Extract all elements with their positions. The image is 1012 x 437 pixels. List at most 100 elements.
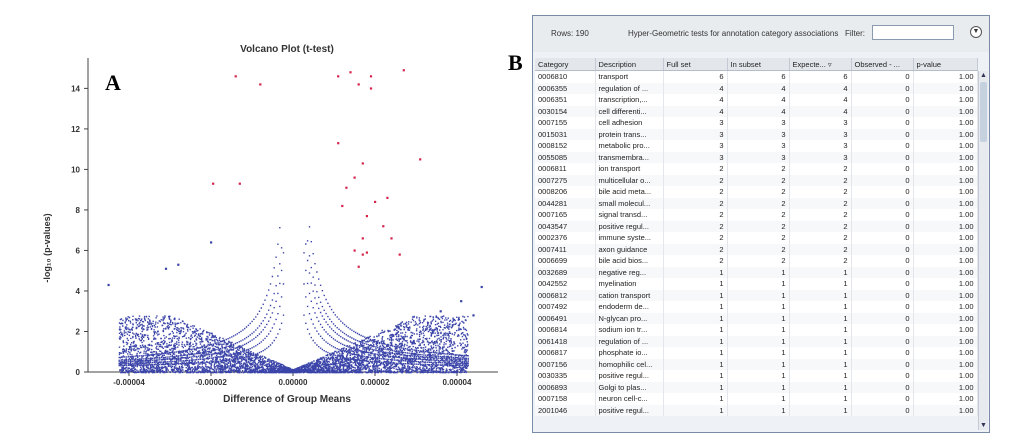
table-cell: 0	[851, 393, 914, 405]
filter-input[interactable]	[872, 25, 954, 40]
table-cell: ion transport	[595, 163, 664, 175]
table-cell: 0	[851, 220, 914, 232]
table-cell: Golgi to plas...	[595, 381, 664, 393]
table-row[interactable]: 0044281 small molecul... 2 2 2 0 1.00	[535, 197, 978, 209]
column-header[interactable]: Description	[595, 58, 664, 71]
table-cell: 1.00	[913, 220, 978, 232]
table-row[interactable]: 0006491 N-glycan pro... 1 1 1 0 1.00	[535, 312, 978, 324]
table-header-bar: Rows: 190 Hyper-Geometric tests for anno…	[533, 16, 989, 52]
table-cell: 0	[851, 370, 914, 382]
vertical-scrollbar[interactable]: ▲ ▼	[978, 71, 988, 430]
table-row[interactable]: 0006812 cation transport 1 1 1 0 1.00	[535, 289, 978, 301]
column-header[interactable]: Full set	[663, 58, 728, 71]
significant-point	[357, 83, 360, 86]
table-cell: 2	[663, 220, 728, 232]
x-tick-label: -0.00004	[113, 378, 145, 387]
table-cell: 1	[789, 381, 852, 393]
table-cell: 1	[727, 370, 790, 382]
table-cell: 4	[663, 94, 728, 106]
column-header[interactable]: Category	[535, 58, 596, 71]
scroll-down-icon[interactable]: ▼	[980, 422, 987, 429]
table-cell: 0	[851, 140, 914, 152]
table-cell: positive regul...	[595, 404, 664, 416]
significant-point	[234, 75, 237, 78]
table-row[interactable]: 0032689 negative reg... 1 1 1 0 1.00	[535, 266, 978, 278]
table-cell: 0043547	[535, 220, 596, 232]
table-row[interactable]: 0006351 transcription,... 4 4 4 0 1.00	[535, 94, 978, 106]
table-cell: 4	[663, 105, 728, 117]
table-row[interactable]: 0006893 Golgi to plas... 1 1 1 0 1.00	[535, 381, 978, 393]
table-cell: 0044281	[535, 197, 596, 209]
column-header[interactable]: Observed - ...	[851, 58, 914, 71]
table-cell: 1	[727, 289, 790, 301]
table-cell: 1	[727, 393, 790, 405]
table-cell: 1.00	[913, 82, 978, 94]
table-cell: 1.00	[913, 140, 978, 152]
table-row[interactable]: 0008206 bile acid meta... 2 2 2 0 1.00	[535, 186, 978, 198]
table-cell: bile acid bios...	[595, 255, 664, 267]
table-cell: 1	[663, 266, 728, 278]
column-header[interactable]: In subset	[727, 58, 790, 71]
table-row[interactable]: 0006811 ion transport 2 2 2 0 1.00	[535, 163, 978, 175]
table-cell: 1.00	[913, 255, 978, 267]
table-row[interactable]: 0055085 transmembra... 3 3 3 0 1.00	[535, 151, 978, 163]
chart-title: Volcano Plot (t-test)	[240, 44, 334, 55]
table-row[interactable]: 0007165 signal transd... 2 2 2 0 1.00	[535, 209, 978, 221]
table-cell: 1.00	[913, 393, 978, 405]
table-cell: 1	[789, 358, 852, 370]
significant-point	[374, 200, 377, 204]
dropdown-menu-icon[interactable]: ▼	[970, 26, 982, 38]
table-cell: signal transd...	[595, 209, 664, 221]
table-cell: 2	[789, 220, 852, 232]
column-header[interactable]: p-value	[913, 58, 978, 71]
table-row[interactable]: 2001046 positive regul... 1 1 1 0 1.00	[535, 404, 978, 416]
annotation-table-panel: Rows: 190 Hyper-Geometric tests for anno…	[532, 15, 990, 433]
table-row[interactable]: 0008152 metabolic pro... 3 3 3 0 1.00	[535, 140, 978, 152]
table-cell: 1.00	[913, 358, 978, 370]
table-row[interactable]: 0007411 axon guidance 2 2 2 0 1.00	[535, 243, 978, 255]
scroll-thumb[interactable]	[980, 82, 987, 142]
table-cell: 3	[727, 117, 790, 129]
table-row[interactable]: 0030335 positive regul... 1 1 1 0 1.00	[535, 370, 978, 382]
data-point	[177, 263, 180, 266]
table-cell: small molecul...	[595, 197, 664, 209]
data-point	[480, 285, 483, 289]
table-cell: 0007411	[535, 243, 596, 255]
table-cell: 0002376	[535, 232, 596, 244]
table-cell: 2	[727, 174, 790, 186]
table-row[interactable]: 0002376 immune syste... 2 2 2 0 1.00	[535, 232, 978, 244]
table-cell: 4	[789, 94, 852, 106]
table-row[interactable]: 0006814 sodium ion tr... 1 1 1 0 1.00	[535, 324, 978, 336]
table-row[interactable]: 0006355 regulation of ... 4 4 4 0 1.00	[535, 82, 978, 94]
table-row[interactable]: 0006817 phosphate io... 1 1 1 0 1.00	[535, 347, 978, 359]
table-row[interactable]: 0007156 homophilic cel... 1 1 1 0 1.00	[535, 358, 978, 370]
table-cell: 4	[789, 82, 852, 94]
table-row[interactable]: 0042552 myelination 1 1 1 0 1.00	[535, 278, 978, 290]
table-row[interactable]: 0006699 bile acid bios... 2 2 2 0 1.00	[535, 255, 978, 267]
table-cell: 1	[789, 370, 852, 382]
table-cell: 1.00	[913, 370, 978, 382]
table-cell: 1.00	[913, 232, 978, 244]
column-header[interactable]: Expecte... ▿	[789, 58, 852, 71]
table-cell: 2	[727, 255, 790, 267]
y-tick-label: 12	[71, 125, 80, 134]
table-row[interactable]: 0043547 positive regul... 2 2 2 0 1.00	[535, 220, 978, 232]
table-row[interactable]: 0007492 endoderm de... 1 1 1 0 1.00	[535, 301, 978, 313]
table-cell: phosphate io...	[595, 347, 664, 359]
table-row[interactable]: 0007155 cell adhesion 3 3 3 0 1.00	[535, 117, 978, 129]
panel-label-b: B	[508, 50, 523, 75]
table-row[interactable]: 0007275 multicellular o... 2 2 2 0 1.00	[535, 174, 978, 186]
table-cell: 4	[727, 82, 790, 94]
table-cell: endoderm de...	[595, 301, 664, 313]
y-tick-label: 6	[76, 246, 81, 255]
table-cell: 1	[789, 301, 852, 313]
table-cell: 0	[851, 197, 914, 209]
scroll-up-icon[interactable]: ▲	[980, 72, 987, 79]
table-row[interactable]: 0007158 neuron cell-c... 1 1 1 0 1.00	[535, 393, 978, 405]
table-cell: 1	[789, 289, 852, 301]
table-row[interactable]: 0015031 protein trans... 3 3 3 0 1.00	[535, 128, 978, 140]
table-row[interactable]: 0030154 cell differenti... 4 4 4 0 1.00	[535, 105, 978, 117]
table-row[interactable]: 0061418 regulation of ... 1 1 1 0 1.00	[535, 335, 978, 347]
table-row[interactable]: 0006810 transport 6 6 6 0 1.00	[535, 70, 978, 83]
x-axis-label: Difference of Group Means	[223, 394, 351, 405]
